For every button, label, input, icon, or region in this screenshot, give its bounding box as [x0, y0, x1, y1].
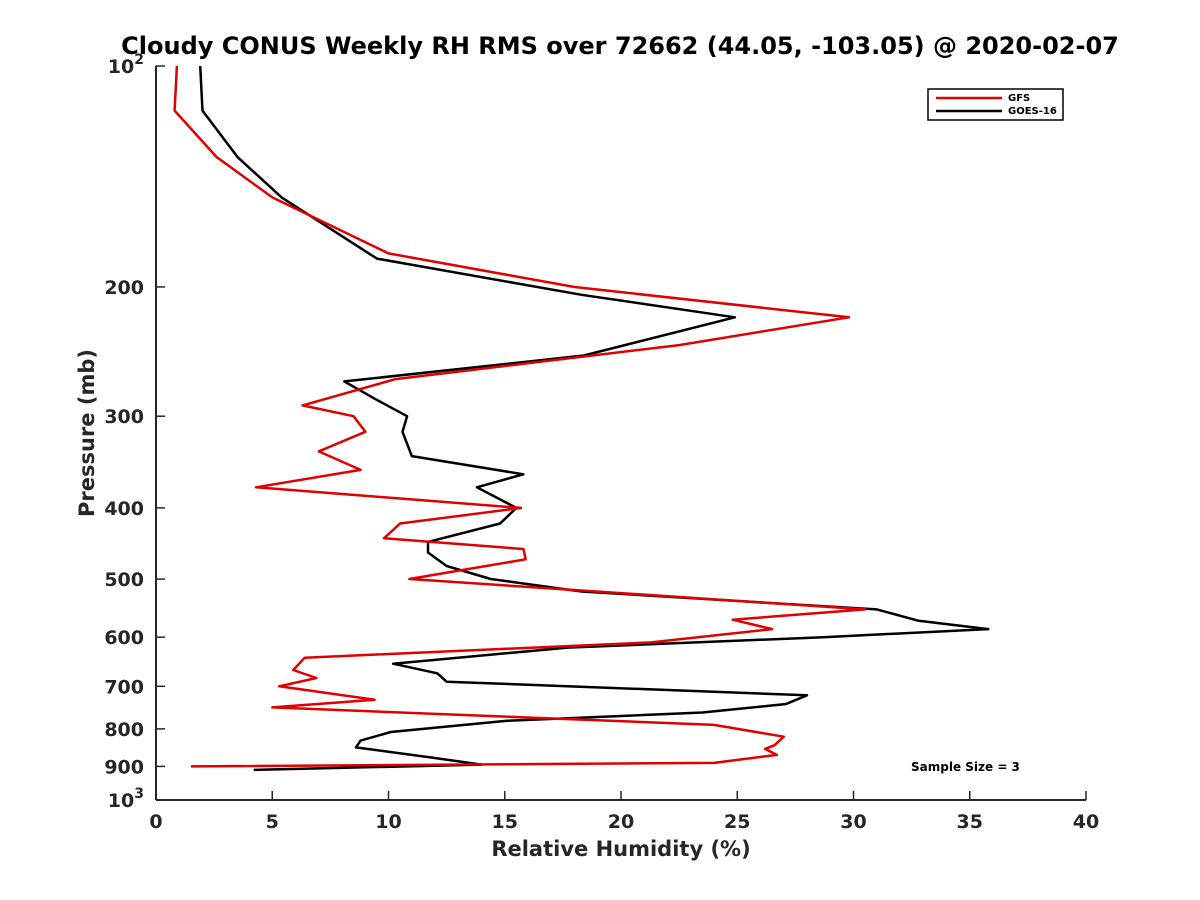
plot-area: 0 5 10 15 20 25 30 35 40 102 200 300 400 500 600 700 80…: [104, 52, 1099, 833]
x-axis-label: Relative Humidity (%): [491, 837, 750, 861]
legend-label-goes16: GOES-16: [1008, 106, 1057, 117]
y-tick-label: 900: [104, 756, 144, 778]
x-tick-label: 20: [608, 811, 634, 833]
x-tick-label: 5: [266, 811, 279, 833]
series-layer: [173, 65, 990, 772]
y-tick-label: 200: [104, 277, 144, 299]
x-tick-label: 40: [1073, 811, 1099, 833]
x-tick-label: 25: [724, 811, 750, 833]
series-line-goes16: [198, 65, 990, 772]
y-tick-label: 500: [104, 569, 144, 591]
series-line-gfs: [173, 65, 867, 768]
y-tick-label: 700: [104, 676, 144, 698]
x-tick-label: 15: [492, 811, 518, 833]
y-tick-label: 400: [104, 498, 144, 520]
x-tick-label: 0: [149, 811, 162, 833]
sample-size-annotation: Sample Size = 3: [911, 760, 1020, 774]
y-tick-label: 103: [108, 786, 144, 812]
y-ticks: 102 200 300 400 500 600 700 800 900 103: [104, 52, 165, 812]
x-tick-label: 35: [957, 811, 983, 833]
y-tick-label: 102: [108, 52, 144, 78]
y-tick-label: 300: [104, 406, 144, 428]
y-axis-label: Pressure (mb): [75, 349, 99, 517]
y-tick-label: 600: [104, 627, 144, 649]
x-ticks: 0 5 10 15 20 25 30 35 40: [149, 791, 1099, 833]
legend: GFS GOES-16: [927, 88, 1064, 121]
x-tick-label: 30: [840, 811, 866, 833]
legend-label-gfs: GFS: [1008, 93, 1030, 104]
legend-box: [927, 88, 1064, 121]
y-tick-label: 800: [104, 719, 144, 741]
chart-title: Cloudy CONUS Weekly RH RMS over 72662 (4…: [121, 32, 1119, 60]
x-tick-label: 10: [375, 811, 401, 833]
plot-background: [156, 66, 1086, 800]
